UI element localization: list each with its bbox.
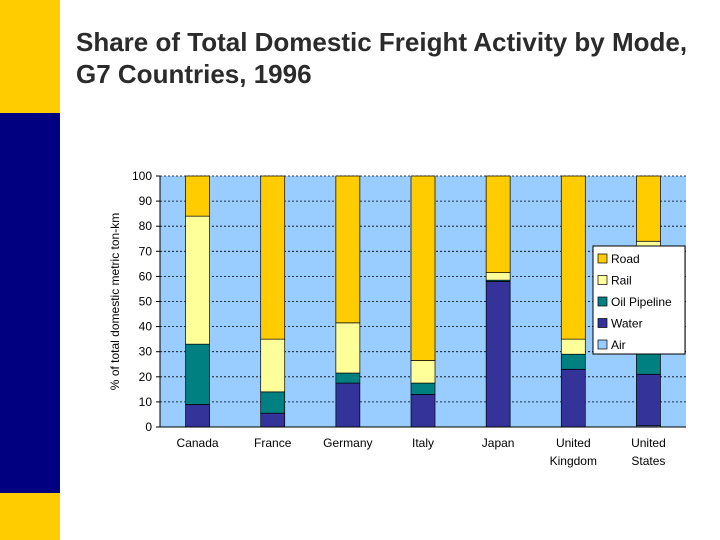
- y-tick-label: 100: [132, 169, 152, 183]
- y-tick-label: 30: [139, 345, 153, 359]
- freight-chart: 0 10 20 30 40 50 60 70 80 90 100 % of total domesti…: [108, 169, 686, 468]
- legend-swatch-road: [597, 253, 608, 264]
- slide-title: Share of Total Domestic Freight Activity…: [76, 27, 688, 89]
- y-axis-label: % of total domestic metric ton-km: [108, 213, 122, 390]
- y-tick-label: 20: [139, 370, 153, 384]
- x-tick-label: Italy: [412, 436, 434, 450]
- bar-rail: [335, 322, 361, 374]
- legend-label: Air: [611, 338, 626, 352]
- bar-road: [485, 175, 511, 273]
- bar-water: [485, 281, 511, 428]
- legend-swatch-oil-pipeline: [597, 296, 608, 307]
- y-tick-label: 70: [139, 244, 153, 258]
- y-tick-label: 10: [139, 395, 153, 409]
- legend-swatch-water: [597, 318, 608, 328]
- legend-swatch-rail: [597, 275, 608, 285]
- bar-water: [560, 368, 586, 428]
- bar-road: [560, 175, 586, 340]
- bar-oil-pipeline: [260, 391, 286, 414]
- x-tick-label: Japan: [482, 436, 515, 450]
- x-tick-label: France: [254, 436, 292, 450]
- x-tick-label: United States: [631, 436, 666, 468]
- bar-water: [260, 412, 286, 428]
- legend-label: Oil Pipeline: [611, 295, 672, 309]
- bar-water: [185, 404, 210, 428]
- bar-oil-pipeline: [560, 353, 586, 370]
- bar-water: [636, 373, 661, 427]
- bar-rail: [260, 338, 286, 393]
- bar-road: [636, 175, 661, 242]
- bar-road: [335, 175, 361, 324]
- bar-rail: [485, 272, 511, 281]
- bar-rail: [185, 215, 210, 345]
- x-tick-label: United Kingdom: [550, 436, 597, 468]
- legend: [592, 245, 686, 355]
- bar-rail: [410, 360, 436, 384]
- decor-bar-yellow-bottom: [0, 493, 60, 540]
- x-tick-label: Germany: [323, 436, 372, 450]
- y-tick-label: 0: [145, 420, 152, 434]
- y-tick-label: 60: [139, 269, 153, 283]
- legend-swatch-air: [597, 339, 608, 350]
- bar-oil-pipeline: [335, 372, 361, 384]
- bar-road: [185, 175, 210, 217]
- y-tick-label: 40: [139, 320, 153, 334]
- legend-label: Water: [611, 317, 643, 331]
- bar-oil-pipeline: [185, 343, 210, 405]
- decor-bar-navy: [0, 113, 60, 493]
- y-tick-label: 80: [139, 219, 153, 233]
- legend-label: Road: [611, 252, 640, 266]
- bar-rail: [560, 338, 586, 355]
- x-tick-label: Canada: [177, 436, 219, 450]
- y-tick-label: 50: [139, 295, 153, 309]
- decor-bar-yellow-top: [0, 0, 60, 113]
- bar-road: [260, 175, 286, 340]
- legend-label: Rail: [611, 274, 632, 288]
- bar-water: [335, 382, 361, 428]
- bar-oil-pipeline: [410, 382, 436, 395]
- bar-road: [410, 175, 436, 361]
- bar-water: [410, 394, 436, 428]
- y-tick-label: 90: [139, 194, 153, 208]
